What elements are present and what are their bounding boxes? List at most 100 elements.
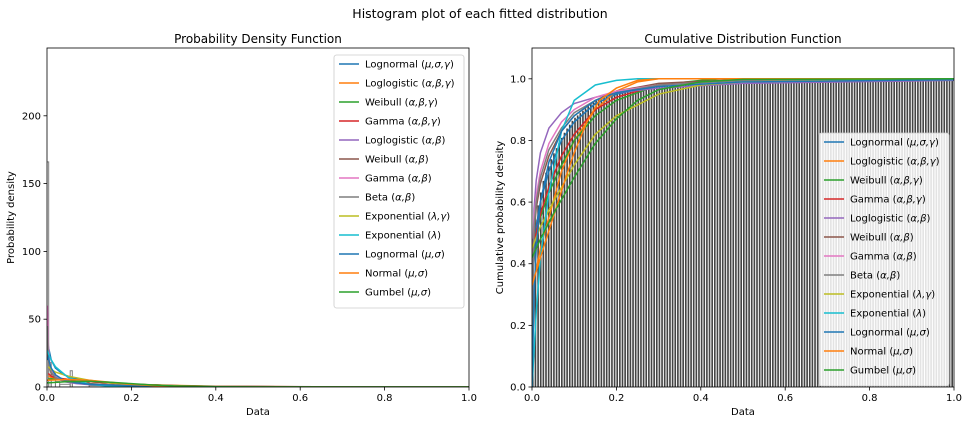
ecdf-bar	[706, 84, 708, 387]
ecdf-bar	[761, 83, 764, 387]
legend-entry: Loglogistic (α,β)	[365, 136, 446, 147]
ecdf-bar	[613, 91, 616, 387]
ecdf-bar	[677, 85, 679, 387]
legend-entry: Gumbel (μ,σ)	[850, 366, 916, 377]
ecdf-bar	[566, 128, 568, 387]
ecdf-bar	[645, 87, 648, 387]
ecdf-bar	[793, 82, 795, 387]
ecdf-bar	[626, 89, 629, 387]
series-line	[532, 78, 954, 286]
ecdf-bar	[632, 89, 634, 387]
ecdf-bar	[758, 83, 761, 387]
ecdf-bar	[737, 83, 740, 387]
legend-entry: Normal (μ,σ)	[850, 347, 913, 358]
legend-entry: Gamma (α,β,γ)	[850, 195, 926, 206]
legend-entry: Loglogistic (α,β,γ)	[850, 157, 940, 168]
ecdf-bar	[811, 82, 814, 387]
ecdf-bar	[637, 88, 640, 387]
x-tick-label: 0.0	[39, 393, 55, 404]
ecdf-bar	[787, 82, 790, 387]
ecdf-bar	[539, 192, 542, 387]
figure-suptitle: Histogram plot of each fitted distributi…	[352, 6, 607, 21]
legend-entry: Lognormal (μ,σ)	[365, 250, 445, 261]
legend-entry: Weibull (α,β)	[365, 155, 429, 166]
x-tick-label: 0.0	[524, 393, 540, 404]
legend-entry: Exponential (λ)	[365, 231, 441, 242]
series-line	[532, 78, 954, 258]
x-axis-label: Data	[246, 407, 270, 418]
pdf-chart: 0.0 0.2 0.4 0.6 0.8 1.0 0 50 100 150 200 Probabilit…	[6, 32, 477, 418]
legend-entry: Beta (α,β)	[365, 193, 415, 204]
y-tick-label: 0.4	[510, 259, 526, 270]
ecdf-bar	[743, 83, 745, 387]
x-tick-label: 0.4	[208, 393, 224, 404]
cdf-chart: 0.0 0.2 0.4 0.6 0.8 1.0 0.0 0.2 0.4 0.6 0.8 1.0 Cumu…	[495, 32, 962, 418]
ecdf-bar	[684, 85, 687, 387]
ecdf-bar	[690, 85, 692, 387]
y-tick-label: 50	[28, 315, 41, 326]
ecdf-bar	[698, 85, 700, 387]
axes-frame	[46, 47, 470, 388]
ecdf-bar	[568, 124, 571, 387]
ecdf-bar	[534, 219, 537, 387]
ecdf-bar	[695, 85, 698, 387]
ecdf-bar	[806, 82, 808, 387]
legend-entry: Weibull (α,β)	[850, 233, 914, 244]
ecdf-bar	[750, 83, 753, 387]
x-tick-label: 0.8	[377, 393, 393, 404]
ecdf-bar	[772, 82, 774, 387]
ecdf-bar	[814, 82, 816, 387]
ecdf-bar	[740, 83, 742, 387]
legend-entry: Gamma (α,β)	[850, 252, 917, 263]
series-line	[47, 346, 469, 387]
ecdf-bar	[748, 83, 750, 387]
ecdf-bar	[642, 88, 645, 387]
ecdf-bar	[753, 83, 756, 387]
legend-entry: Exponential (λ,γ)	[365, 212, 450, 223]
y-tick-label: 100	[22, 247, 41, 258]
ecdf-bar	[711, 84, 713, 387]
series-line	[47, 325, 469, 387]
ecdf-bar	[948, 80, 951, 387]
ecdf-bar	[669, 86, 671, 387]
ecdf-bar	[608, 94, 611, 387]
ecdf-bar	[555, 148, 558, 387]
ecdf-bar	[576, 115, 579, 387]
ecdf-bar	[801, 82, 803, 387]
ecdf-bar	[648, 87, 650, 387]
legend-entry: Normal (μ,σ)	[365, 269, 428, 280]
legend: Lognormal (μ,σ,γ) Loglogistic (α,β,γ) Weib…	[333, 54, 465, 309]
legend-entry: Lognormal (μ,σ,γ)	[850, 138, 939, 149]
series-line	[47, 350, 469, 387]
ecdf-bar	[756, 83, 758, 387]
ecdf-bar	[692, 85, 695, 387]
ecdf-bar	[574, 117, 576, 387]
legend-entry: Loglogistic (α,β,γ)	[365, 79, 455, 90]
ecdf-bar	[816, 82, 819, 387]
chart-title: Cumulative Distribution Function	[644, 32, 841, 46]
ecdf-bar	[679, 85, 682, 387]
ecdf-bar	[579, 113, 582, 387]
y-axis-label: Cumulative probability density	[495, 141, 506, 295]
ecdf-bar	[619, 90, 621, 387]
legend-entry: Gumbel (μ,σ)	[365, 288, 431, 299]
y-axis-label: Probability density	[6, 171, 17, 264]
ecdf-bar	[550, 159, 553, 387]
ecdf-bar	[795, 82, 798, 387]
ecdf-bar	[777, 82, 779, 387]
ecdf-bar	[724, 84, 727, 387]
series-line	[532, 78, 954, 387]
ecdf-bar	[655, 86, 658, 387]
x-axis-label: Data	[731, 407, 755, 418]
ecdf-bar	[790, 82, 793, 387]
chart-title: Probability Density Function	[174, 32, 342, 46]
ecdf-bar	[650, 87, 653, 387]
ecdf-bar	[600, 97, 603, 387]
ecdf-bar	[558, 143, 561, 387]
legend-box	[818, 132, 950, 387]
y-tick-label: 0.2	[510, 321, 526, 332]
ecdf-bar	[571, 120, 574, 387]
ecdf-bar	[545, 172, 547, 387]
ecdf-bar	[658, 86, 661, 387]
legend-entry: Exponential (λ)	[850, 309, 926, 320]
